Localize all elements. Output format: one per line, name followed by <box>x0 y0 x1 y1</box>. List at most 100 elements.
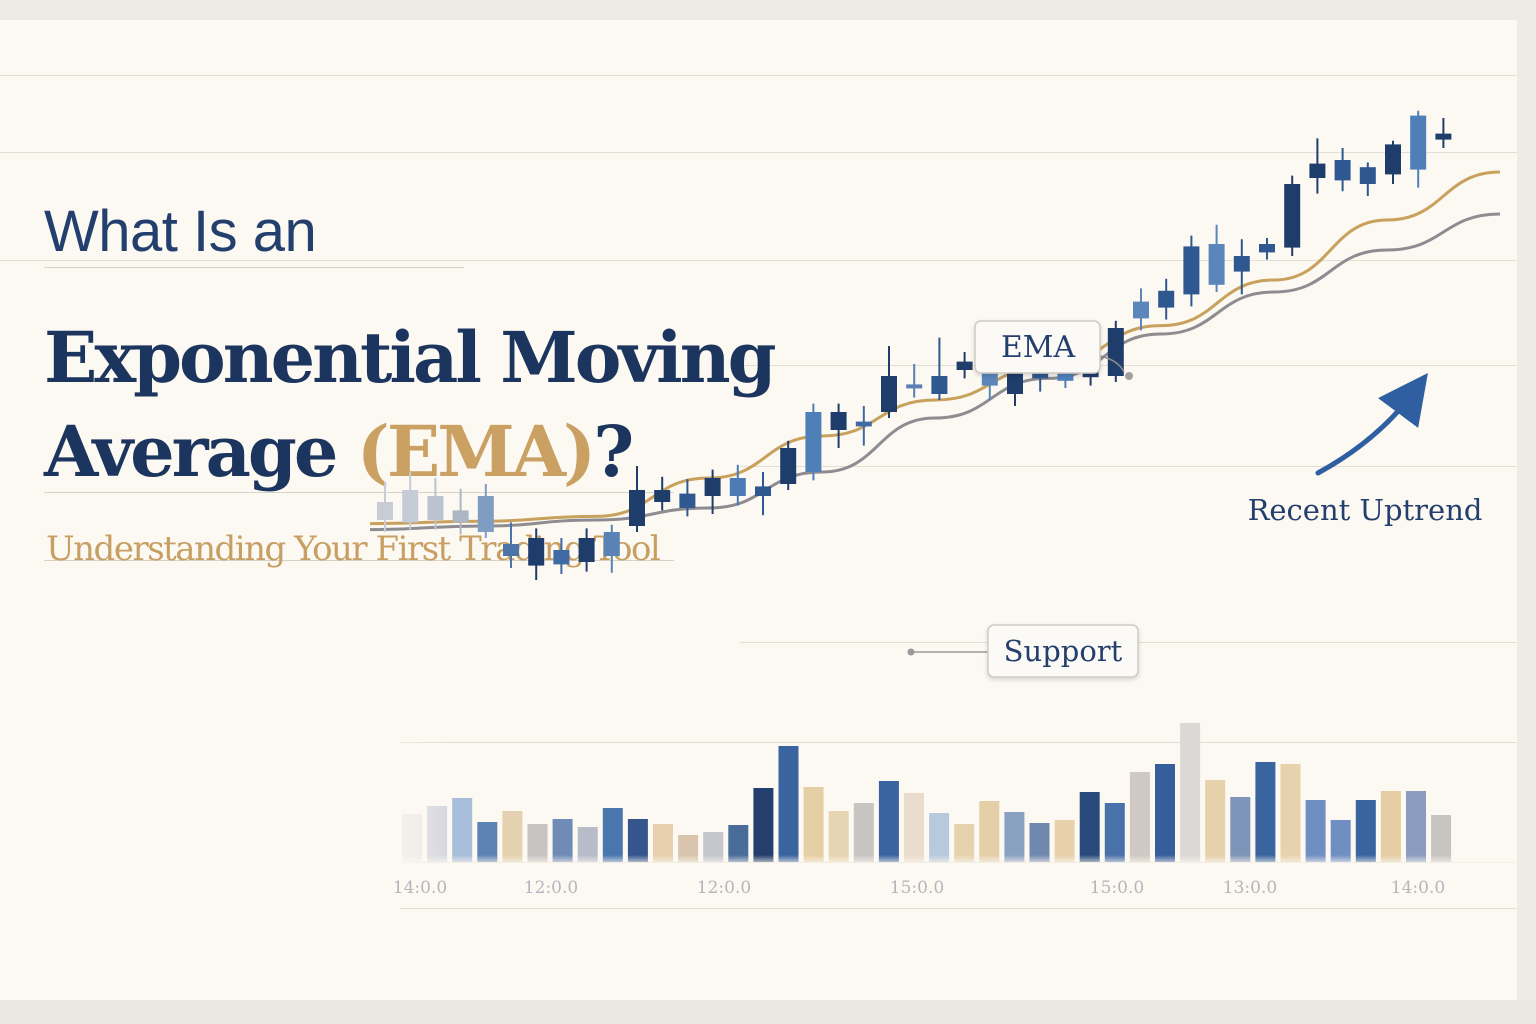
volume-bar <box>703 832 724 862</box>
candle <box>654 476 671 511</box>
candle <box>1385 140 1401 184</box>
x-tick-label: 14:0.0 <box>393 878 447 898</box>
candle <box>452 488 469 535</box>
candle-body <box>805 412 822 472</box>
candle-body <box>956 361 973 370</box>
candle-body <box>654 490 671 502</box>
candle-body <box>1208 244 1225 285</box>
volume-bar <box>803 787 824 862</box>
candle-body <box>906 384 923 389</box>
volume-bar <box>1155 764 1175 862</box>
candle <box>855 406 872 446</box>
ema-chart: 14:0.0 12:0.0 12:0.0 15:0.0 15:0.0 13:0.0 14:0… <box>0 110 1517 898</box>
candle <box>881 346 897 418</box>
candle <box>931 337 948 400</box>
volume-fade <box>0 855 1517 865</box>
volume-bar <box>477 822 498 862</box>
title-line-2: Exponential Moving <box>44 316 777 399</box>
volume-bar <box>1054 820 1075 862</box>
candle-body <box>629 490 645 526</box>
volume-bar <box>904 793 924 862</box>
candle <box>1107 320 1124 382</box>
volume-bar <box>1305 800 1326 862</box>
volume-bar <box>1029 823 1050 862</box>
candle <box>503 522 519 568</box>
support-callout-box <box>987 624 1139 678</box>
title-rule <box>44 267 464 268</box>
candle <box>1334 148 1351 192</box>
volume-bar <box>627 819 648 862</box>
candle-body <box>1259 244 1275 253</box>
candle-body <box>1032 373 1049 379</box>
candle-body <box>503 544 519 556</box>
gridline <box>400 908 1517 909</box>
candle <box>553 538 570 574</box>
gridline <box>0 75 1517 76</box>
candle-body <box>578 538 595 562</box>
candle <box>1133 288 1149 331</box>
uptrend-annotation: Recent Uptrend <box>1248 372 1482 527</box>
candle-body <box>881 376 897 412</box>
ema-slow-line <box>369 212 1501 532</box>
title-line-3: Average (EMA)? <box>44 410 634 493</box>
volume-bar <box>753 788 774 862</box>
candle <box>830 403 847 448</box>
candle <box>1309 138 1326 194</box>
volume-bar <box>602 808 623 862</box>
title-rule <box>44 492 674 493</box>
candle <box>1410 110 1427 188</box>
candle <box>1259 238 1275 260</box>
candle <box>1183 235 1200 307</box>
candle-body <box>1284 184 1301 248</box>
candle <box>427 478 444 530</box>
candle-body <box>377 502 393 520</box>
canvas: What Is an Exponential Moving Average (E… <box>0 20 1517 1000</box>
support-callout-dot <box>907 648 915 656</box>
volume-bar <box>1004 812 1025 862</box>
volume-bar <box>1079 792 1100 862</box>
volume-bar <box>728 825 749 862</box>
volume-bar <box>577 827 598 862</box>
candle-body <box>402 490 419 523</box>
volume-bar <box>929 813 950 862</box>
candle <box>1359 162 1376 196</box>
candle <box>629 466 645 532</box>
x-tick-label: 12:0.0 <box>524 878 578 898</box>
candle-body <box>452 510 469 523</box>
volume-bars <box>402 723 1452 862</box>
volume-bar <box>1280 764 1301 862</box>
ema-callout-box <box>974 320 1101 374</box>
candle-body <box>528 538 545 566</box>
candle-body <box>679 493 696 508</box>
candle-body <box>1410 115 1427 170</box>
volume-bar <box>954 824 975 862</box>
candle-body <box>553 550 570 565</box>
gridline <box>740 466 1517 467</box>
volume-bar <box>552 819 573 862</box>
candle <box>528 528 545 580</box>
candle-body <box>931 376 948 394</box>
ema-callout: EMA <box>974 320 1133 380</box>
title-ema-accent: (EMA) <box>356 410 596 493</box>
candle-body <box>1233 256 1250 272</box>
candle <box>1208 224 1225 292</box>
volume-bar <box>1406 791 1426 862</box>
ema-callout-line <box>1099 355 1125 373</box>
volume-bar <box>979 801 1000 862</box>
gridline <box>400 742 1517 743</box>
volume-bar <box>1355 800 1376 862</box>
volume-bar <box>452 798 473 862</box>
candle <box>402 472 419 530</box>
title-average: Average <box>44 410 357 493</box>
candle-body <box>427 496 444 520</box>
x-tick-label: 12:0.0 <box>697 878 751 898</box>
candle-body <box>755 486 771 496</box>
title-question-mark: ? <box>593 410 634 493</box>
candle <box>1158 278 1175 320</box>
candle-body <box>1107 328 1124 376</box>
volume-bar <box>1380 791 1401 862</box>
candle <box>679 479 696 517</box>
volume-bar <box>1330 820 1351 862</box>
candle-body <box>729 478 746 496</box>
candle-body <box>830 412 847 430</box>
